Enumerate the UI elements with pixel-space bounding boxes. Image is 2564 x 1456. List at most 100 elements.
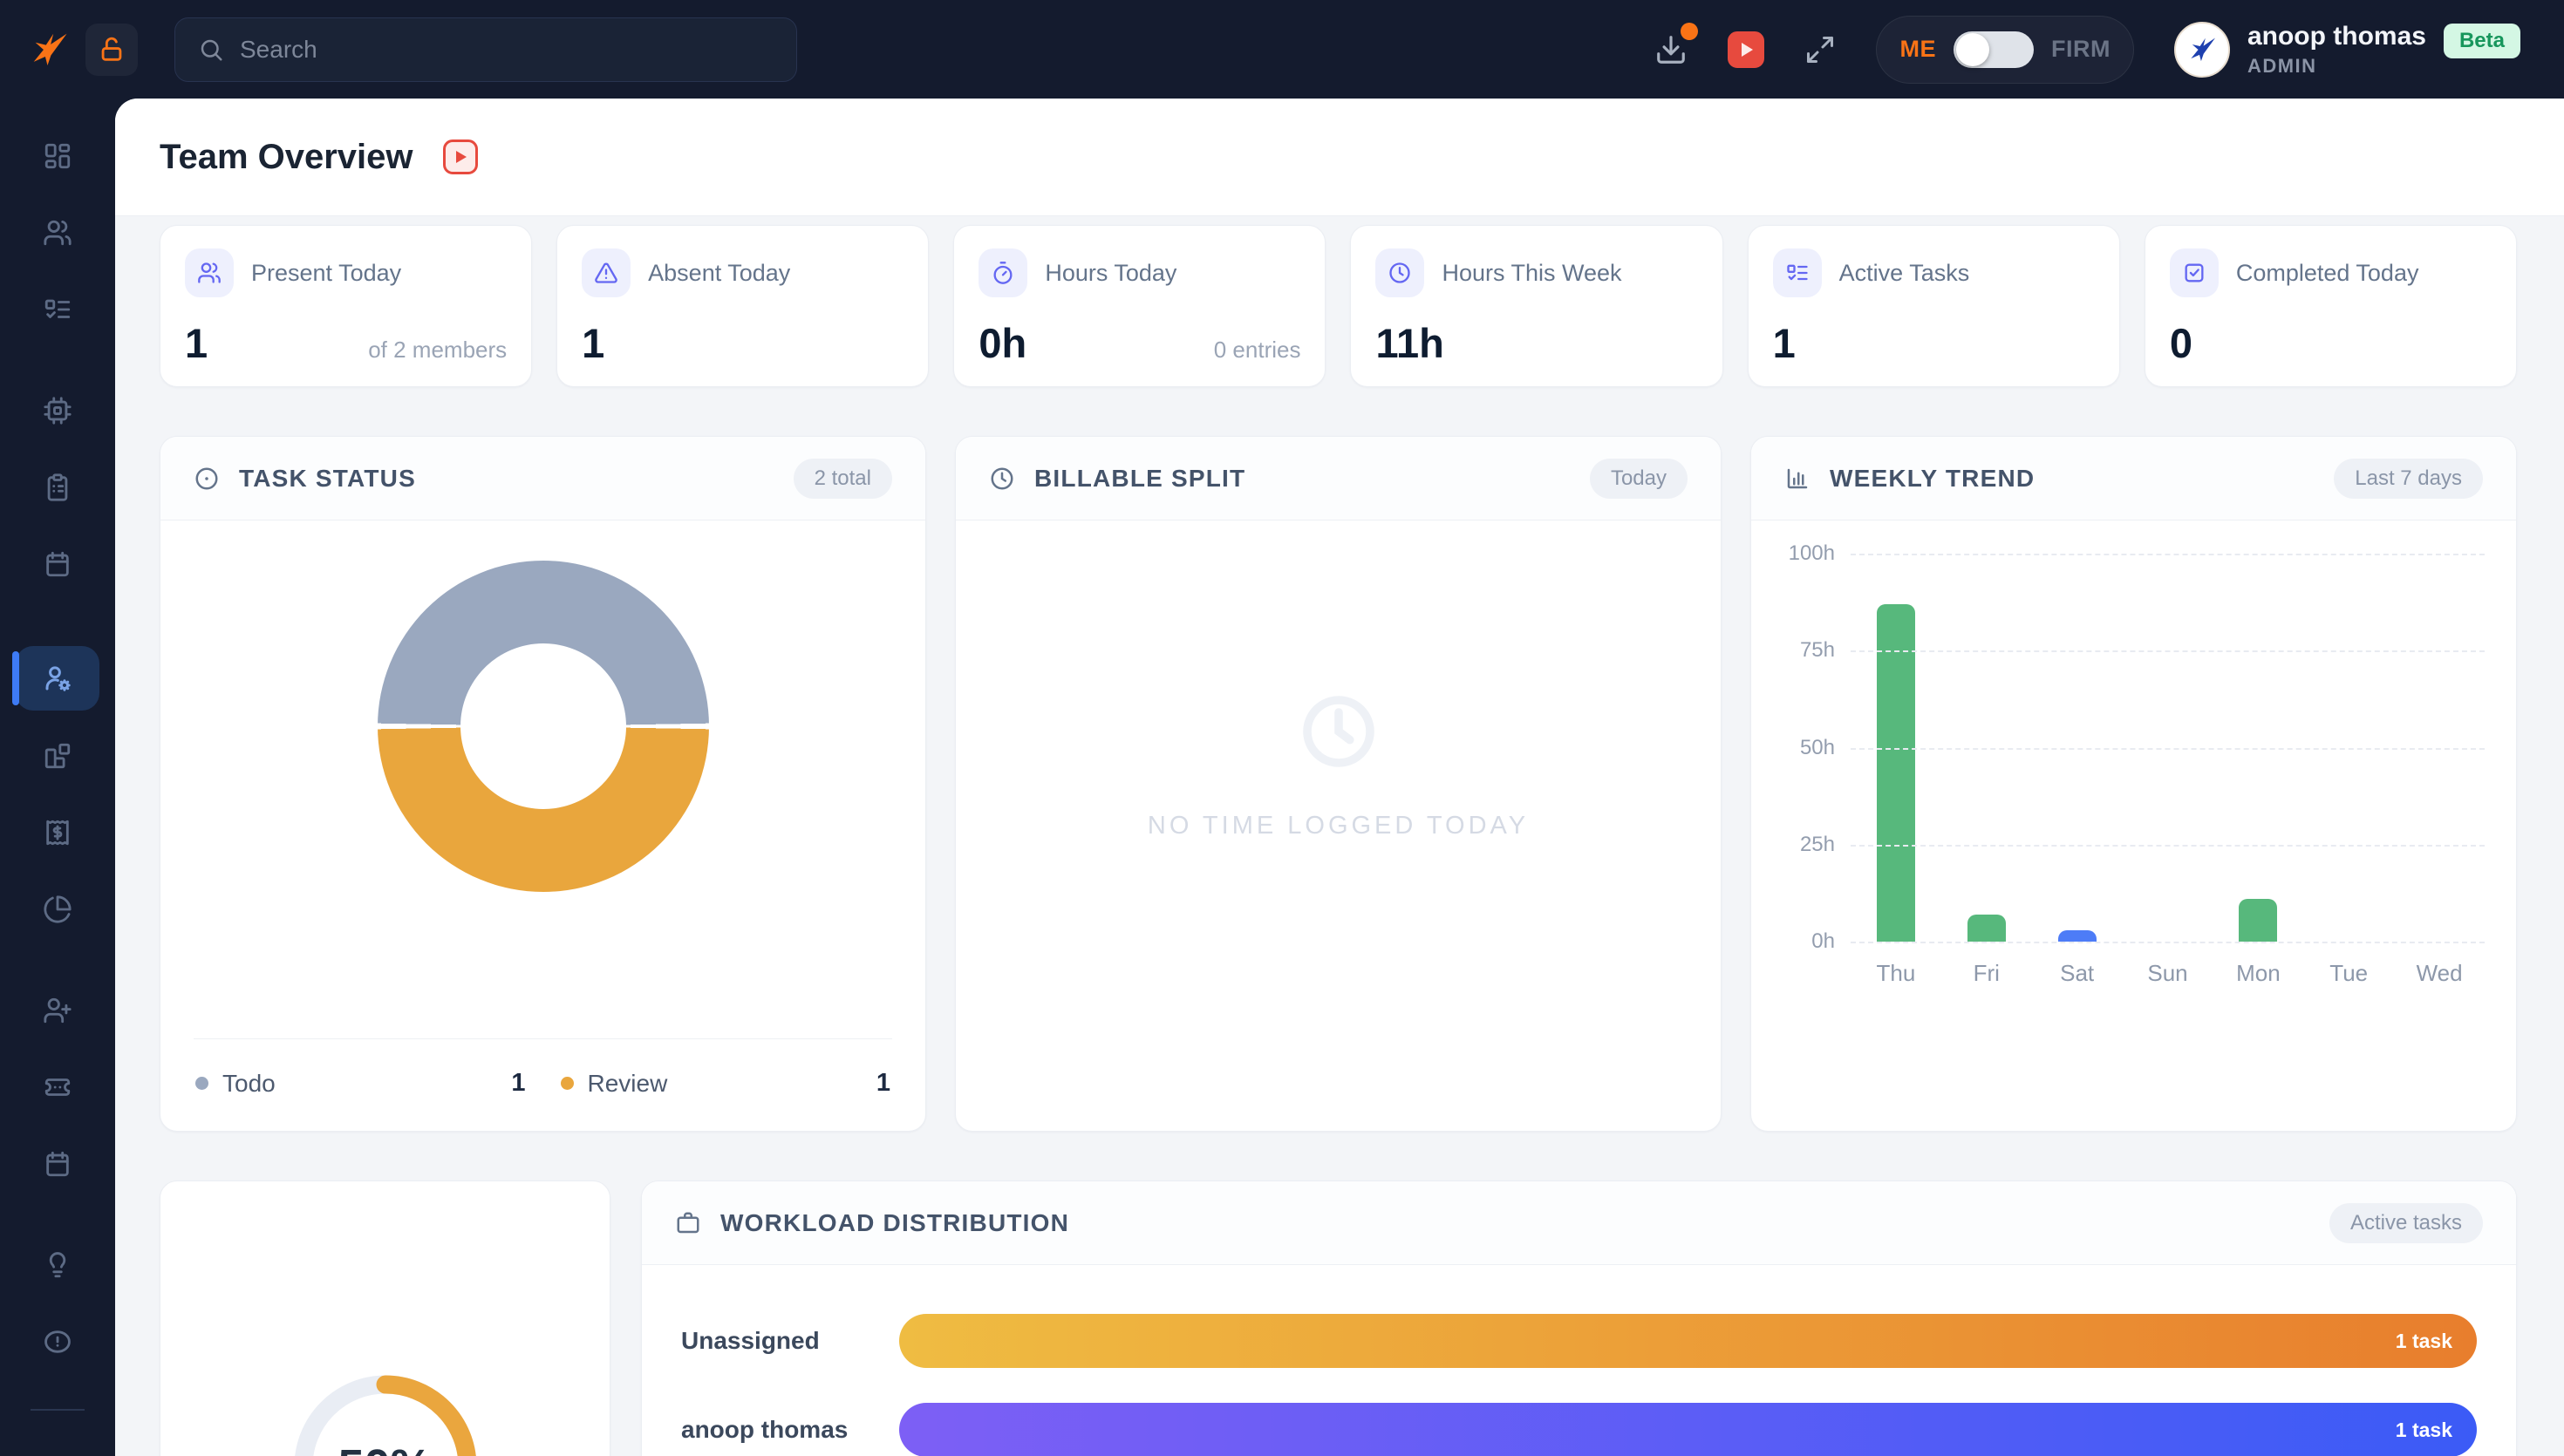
page-title: Team Overview [160,137,413,176]
y-tick-label: 25h [1799,832,1835,856]
legend-item-todo: Todo 1 [195,1069,526,1098]
sidebar-item-projects[interactable] [16,468,99,507]
sidebar-item-ideas[interactable] [16,1246,99,1284]
card-title: BILLABLE SPLIT [1034,464,1246,492]
notification-dot [1681,22,1699,40]
clipboard-icon [47,473,68,501]
sidebar-item-reports[interactable] [16,890,99,929]
avatar [2173,21,2230,78]
utilization-gauge: 50% [285,1366,486,1456]
alert-triangle-icon [582,248,631,297]
stat-value: 0 [2169,320,2192,366]
scope-toggle[interactable]: ME FIRM [1876,15,2134,84]
stat-value: 1 [1772,320,1796,366]
user-role: ADMIN [2247,54,2317,77]
legend-label: Todo [222,1069,276,1097]
legend-item-review: Review 1 [560,1069,890,1098]
bottom-row: 50% WORKLOAD DISTRIBUTION Active tasks U… [160,1180,2517,1456]
bar [1876,603,1915,942]
x-tick-label: Sun [2147,959,2188,986]
download-button[interactable] [1654,22,1699,66]
stats-row: Present Today 1 of 2 members Absent Toda… [160,225,2517,387]
task-total-badge: 2 total [793,458,892,499]
user-gear-icon [45,666,71,691]
clock-icon [989,466,1015,492]
bar-chart-icon [1784,466,1810,492]
sidebar-item-team-settings[interactable] [12,646,99,711]
bar [2057,929,2097,942]
weekly-trend-header: WEEKLY TREND Last 7 days [1751,437,2516,520]
weekly-trend-plot [1851,554,2485,943]
workload-count: 1 task [2395,1329,2452,1352]
pie-chart-icon [44,895,72,923]
topbar: ME FIRM anoop thomas ADMIN Beta [0,0,2564,99]
stat-sub: of 2 members [368,337,508,363]
stat-label: Active Tasks [1838,259,1970,286]
stat-value: 0h [979,320,1027,366]
user-menu[interactable]: anoop thomas ADMIN Beta [2173,21,2520,78]
scope-switch[interactable] [1953,31,2034,68]
workload-bar: 1 task [899,1403,2477,1456]
legend-label: Review [587,1069,668,1097]
blocks-icon [44,743,71,769]
sidebar-item-schedule[interactable] [16,1145,99,1183]
expand-button[interactable] [1804,34,1836,65]
y-axis: 100h 75h 50h 25h 0h [1783,541,1851,953]
card-title: TASK STATUS [239,464,416,492]
sidebar-item-automation[interactable] [16,391,99,430]
bar [1967,914,2006,942]
sidebar-item-billing[interactable] [16,813,99,852]
x-tick-label: Fri [1973,959,2000,986]
task-status-body: Todo 1 Review 1 [160,520,925,1131]
sidebar-item-invite-member[interactable] [16,991,99,1030]
video-button[interactable] [1728,31,1765,68]
scope-me-label: ME [1899,36,1936,62]
workload-bar: 1 task [899,1314,2477,1368]
tutorial-video-icon[interactable] [442,139,478,174]
workload-label: anoop thomas [681,1416,849,1443]
page-header: Team Overview [115,99,2564,216]
content: Present Today 1 of 2 members Absent Toda… [115,216,2564,1456]
workload-count: 1 task [2395,1418,2452,1441]
topbar-actions: ME FIRM anoop thomas ADMIN Beta [1654,15,2520,84]
app-logo-icon[interactable] [24,25,73,74]
bar-fri [1941,554,2032,942]
weekly-trend-body: 100h 75h 50h 25h 0h Thu Fri Sat Sun Mon Tue Wed [1751,520,2516,1131]
utilization-percent: 50% [285,1366,486,1456]
stat-value: 1 [185,320,208,366]
sidebar-item-tickets[interactable] [16,1068,99,1106]
billable-empty-state: NO TIME LOGGED TODAY [956,520,1721,1131]
sidebar-item-alerts[interactable] [16,1323,99,1361]
stat-label: Present Today [251,259,402,286]
search-icon [198,37,224,63]
user-plus-icon [44,997,72,1024]
weekly-range-badge: Last 7 days [2334,458,2483,499]
bar-thu [1851,554,1941,942]
sidebar [0,99,115,1456]
sidebar-item-calendar[interactable] [16,545,99,583]
video-play-icon [1728,31,1765,68]
sidebar-item-team[interactable] [16,214,99,252]
x-tick-label: Thu [1876,959,1916,986]
active-indicator [12,651,19,705]
lock-open-icon[interactable] [85,23,138,76]
gridline [1851,942,2485,943]
sidebar-divider [31,1409,85,1411]
sidebar-item-integrations[interactable] [16,737,99,775]
workload-distribution-card: WORKLOAD DISTRIBUTION Active tasks Unass… [641,1180,2517,1456]
users-icon [185,248,234,297]
task-status-header: TASK STATUS 2 total [160,437,925,520]
search-box[interactable] [174,17,797,82]
stat-card-present-today: Present Today 1 of 2 members [160,225,533,387]
user-name: anoop thomas [2247,21,2426,51]
cpu-icon [44,397,72,425]
bar [2239,899,2278,942]
sidebar-item-dashboard[interactable] [16,137,99,175]
sidebar-item-tasks[interactable] [16,290,99,329]
checklist-icon [44,299,71,318]
users-icon [44,220,72,246]
switch-knob [1955,32,1989,66]
check-square-icon [2169,248,2219,297]
search-input[interactable] [240,35,774,64]
